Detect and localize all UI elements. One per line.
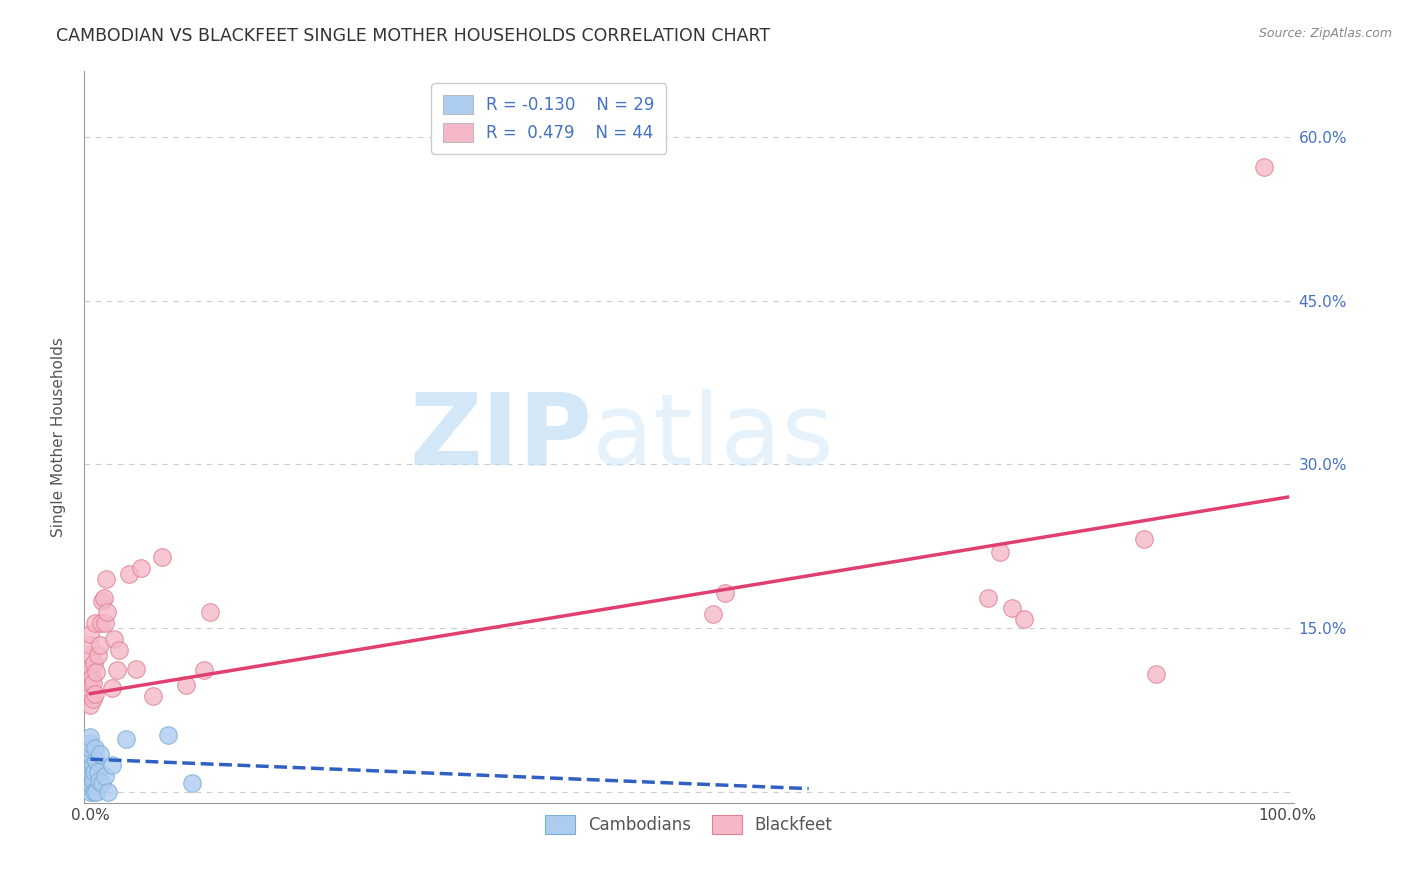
Point bbox=[79, 768, 101, 782]
Point bbox=[129, 561, 152, 575]
Point bbox=[80, 670, 103, 684]
Point bbox=[83, 656, 105, 670]
Point bbox=[1001, 601, 1024, 615]
Point bbox=[702, 607, 724, 621]
Point bbox=[79, 626, 101, 640]
Point bbox=[83, 785, 105, 799]
Point bbox=[93, 615, 115, 630]
Point bbox=[86, 785, 108, 799]
Point bbox=[79, 648, 101, 663]
Point bbox=[125, 661, 148, 675]
Point bbox=[988, 545, 1011, 559]
Point bbox=[82, 692, 104, 706]
Point bbox=[82, 774, 104, 789]
Point bbox=[91, 594, 114, 608]
Point bbox=[97, 785, 120, 799]
Point bbox=[1133, 532, 1156, 546]
Point bbox=[150, 550, 173, 565]
Point bbox=[87, 774, 110, 789]
Point bbox=[79, 736, 101, 750]
Text: ZIP: ZIP bbox=[409, 389, 592, 485]
Point bbox=[82, 757, 104, 772]
Point bbox=[1012, 612, 1035, 626]
Point bbox=[84, 687, 107, 701]
Point bbox=[79, 752, 101, 766]
Point bbox=[89, 747, 111, 761]
Text: atlas: atlas bbox=[592, 389, 834, 485]
Point bbox=[93, 768, 115, 782]
Point bbox=[157, 728, 180, 742]
Point bbox=[115, 732, 138, 747]
Point bbox=[977, 591, 1000, 605]
Point bbox=[79, 698, 101, 712]
Point bbox=[198, 605, 221, 619]
Point bbox=[101, 757, 124, 772]
Point bbox=[84, 741, 107, 756]
Point bbox=[1144, 667, 1167, 681]
Point bbox=[193, 663, 215, 677]
Point bbox=[86, 648, 108, 663]
Point bbox=[86, 765, 108, 780]
Point bbox=[91, 776, 114, 790]
Point bbox=[714, 586, 737, 600]
Point bbox=[96, 605, 118, 619]
Point bbox=[80, 780, 103, 794]
Y-axis label: Single Mother Households: Single Mother Households bbox=[51, 337, 66, 537]
Point bbox=[80, 768, 103, 782]
Point bbox=[101, 681, 124, 695]
Point bbox=[103, 632, 125, 646]
Text: CAMBODIAN VS BLACKFEET SINGLE MOTHER HOUSEHOLDS CORRELATION CHART: CAMBODIAN VS BLACKFEET SINGLE MOTHER HOU… bbox=[56, 27, 770, 45]
Point bbox=[79, 757, 101, 772]
Point bbox=[94, 572, 117, 586]
Point bbox=[1253, 161, 1275, 175]
Point bbox=[93, 591, 115, 605]
Point bbox=[108, 643, 131, 657]
Point bbox=[105, 663, 128, 677]
Point bbox=[79, 776, 101, 790]
Point bbox=[84, 615, 107, 630]
Point bbox=[79, 638, 101, 652]
Legend: Cambodians, Blackfeet: Cambodians, Blackfeet bbox=[533, 803, 845, 846]
Text: Source: ZipAtlas.com: Source: ZipAtlas.com bbox=[1258, 27, 1392, 40]
Point bbox=[79, 747, 101, 761]
Point bbox=[79, 667, 101, 681]
Point bbox=[79, 741, 101, 756]
Point bbox=[79, 731, 101, 745]
Point bbox=[79, 785, 101, 799]
Point bbox=[118, 566, 141, 581]
Point bbox=[83, 765, 105, 780]
Point bbox=[90, 615, 112, 630]
Point bbox=[86, 665, 108, 679]
Point bbox=[79, 659, 101, 673]
Point bbox=[142, 689, 165, 703]
Point bbox=[174, 678, 197, 692]
Point bbox=[79, 763, 101, 777]
Point bbox=[181, 776, 204, 790]
Point bbox=[89, 638, 111, 652]
Point bbox=[82, 675, 104, 690]
Point bbox=[86, 754, 108, 768]
Point bbox=[79, 687, 101, 701]
Point bbox=[79, 675, 101, 690]
